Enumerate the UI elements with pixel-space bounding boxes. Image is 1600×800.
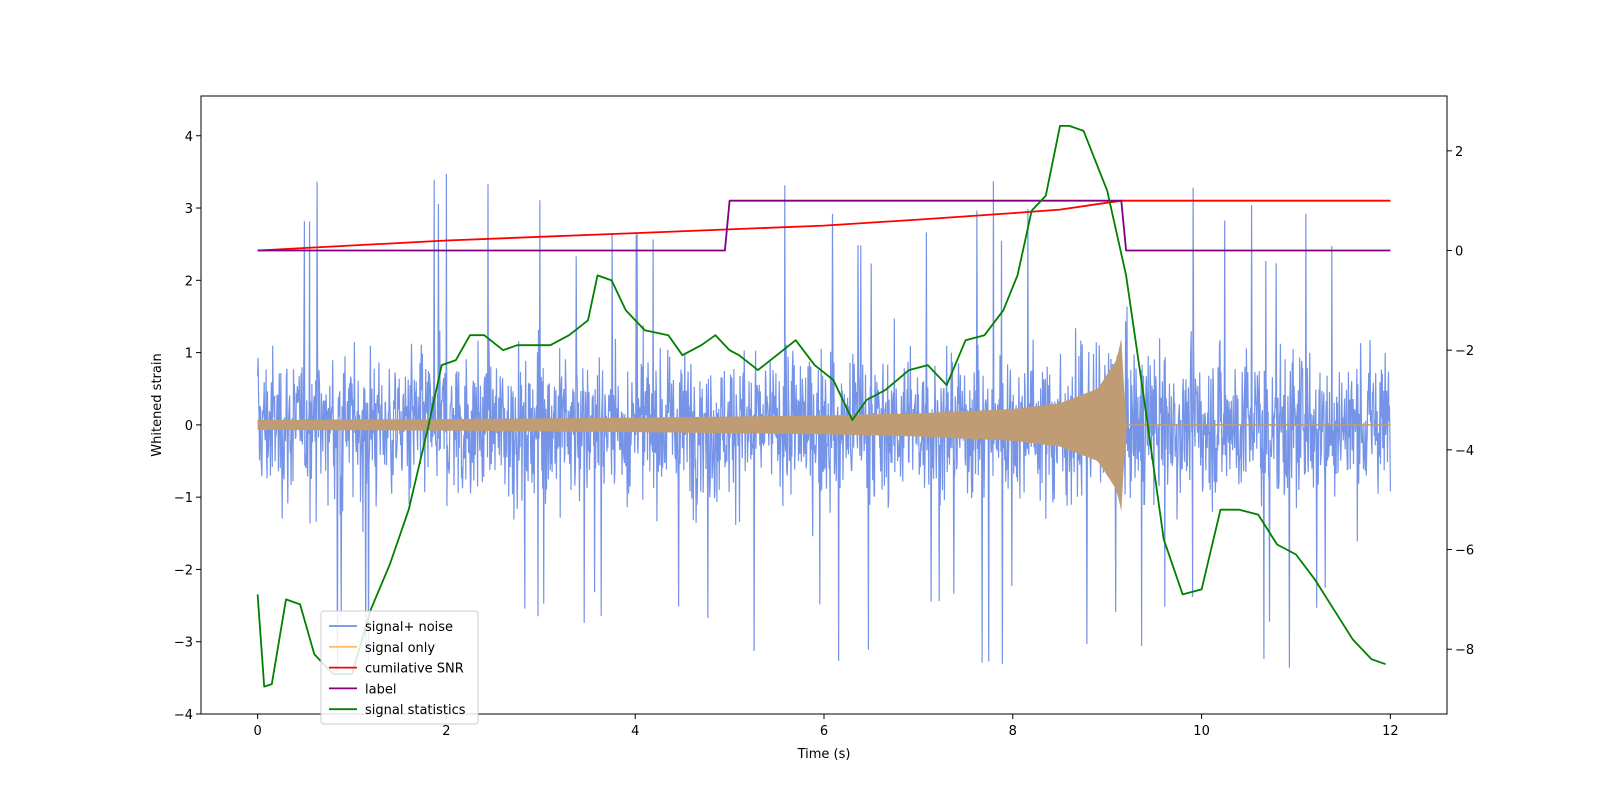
y-left-tick-label: 2 [185,274,193,289]
y-left-tick-label: 1 [185,347,193,362]
y-left-tick-label: −2 [174,563,193,578]
series-signal-noise [257,173,1392,676]
legend-box [320,610,479,725]
legend-label: cumilative SNR [365,662,464,677]
legend-label: signal+ noise [365,620,453,635]
legend: signal+ noise signal only cumilative SNR la… [320,610,479,725]
x-axis-label: Time (s) [797,747,851,762]
y-left-tick-label: −1 [174,491,193,506]
series-label [257,199,1391,252]
y-right-tick-label: −2 [1455,344,1474,359]
y-left-tick-label: 4 [185,130,193,145]
series-signal-only-envelope [257,338,1391,512]
y-axis-label-left: Whitened strain [150,353,165,456]
legend-label: signal only [365,641,435,656]
y-left-tick-label: 3 [185,202,193,217]
x-tick-label: 6 [820,724,828,739]
legend-label: label [365,682,396,697]
y-right-tick-label: 0 [1455,245,1463,260]
x-tick-label: 2 [442,724,450,739]
plot-area [256,125,1392,688]
y-left-tick-label: 0 [185,419,193,434]
series-signal-statistics [256,125,1386,688]
x-tick-label: 8 [1009,724,1017,739]
x-tick-label: 10 [1193,724,1210,739]
y-right-tick-label: −6 [1455,544,1474,559]
series-cumulative-snr [257,199,1391,252]
legend-label: signal statistics [365,703,466,718]
x-tick-label: 0 [253,724,261,739]
x-tick-label: 12 [1382,724,1399,739]
y-right-tick-label: −4 [1455,444,1474,459]
y-left-tick-label: −4 [174,708,193,723]
y-left-tick-label: −3 [174,636,193,651]
y-right-tick-label: −8 [1455,643,1474,658]
y-right-tick-label: 2 [1455,145,1463,160]
x-tick-label: 4 [631,724,639,739]
